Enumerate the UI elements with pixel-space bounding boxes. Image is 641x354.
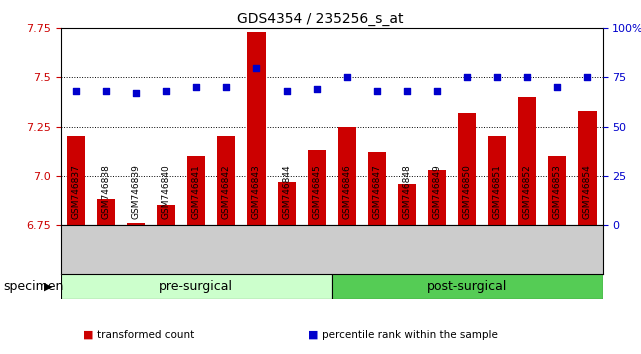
Bar bbox=[247, 32, 265, 225]
Text: pre-surgical: pre-surgical bbox=[160, 280, 233, 293]
Point bbox=[101, 88, 111, 94]
Point bbox=[583, 75, 593, 80]
Bar bbox=[67, 136, 85, 225]
Text: transformed count: transformed count bbox=[97, 330, 195, 339]
Point bbox=[462, 75, 472, 80]
Bar bbox=[578, 111, 597, 225]
Bar bbox=[398, 183, 416, 225]
Bar bbox=[368, 152, 386, 225]
Bar bbox=[458, 113, 476, 225]
Point bbox=[191, 84, 201, 90]
Bar bbox=[549, 156, 567, 225]
Point bbox=[342, 75, 352, 80]
Bar bbox=[157, 205, 175, 225]
Bar bbox=[338, 126, 356, 225]
Text: GDS4354 / 235256_s_at: GDS4354 / 235256_s_at bbox=[237, 12, 404, 27]
Bar bbox=[61, 274, 332, 299]
Point bbox=[492, 75, 503, 80]
Text: percentile rank within the sample: percentile rank within the sample bbox=[322, 330, 497, 339]
Text: ■: ■ bbox=[308, 330, 318, 339]
Bar bbox=[187, 156, 205, 225]
Text: ▶: ▶ bbox=[44, 282, 53, 292]
Bar bbox=[519, 97, 537, 225]
Point bbox=[281, 88, 292, 94]
Bar bbox=[428, 170, 446, 225]
Point bbox=[71, 88, 81, 94]
Point bbox=[402, 88, 412, 94]
Point bbox=[161, 88, 171, 94]
Text: ■: ■ bbox=[83, 330, 94, 339]
Point bbox=[221, 84, 231, 90]
Bar bbox=[332, 274, 603, 299]
Point bbox=[372, 88, 382, 94]
Bar bbox=[278, 182, 296, 225]
Text: post-surgical: post-surgical bbox=[427, 280, 507, 293]
Point bbox=[553, 84, 563, 90]
Bar bbox=[127, 223, 145, 225]
Point bbox=[432, 88, 442, 94]
Point bbox=[522, 75, 533, 80]
Bar bbox=[308, 150, 326, 225]
Bar bbox=[488, 136, 506, 225]
Point bbox=[312, 86, 322, 92]
Bar bbox=[97, 199, 115, 225]
Bar bbox=[217, 136, 235, 225]
Point bbox=[131, 90, 141, 96]
Text: specimen: specimen bbox=[3, 280, 63, 293]
Point bbox=[251, 65, 262, 70]
